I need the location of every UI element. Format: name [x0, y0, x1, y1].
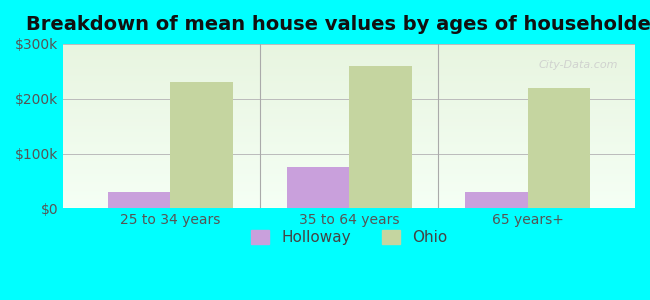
- Bar: [349, 66, 411, 208]
- Bar: [287, 167, 349, 208]
- Text: City-Data.com: City-Data.com: [538, 60, 618, 70]
- Title: Breakdown of mean house values by ages of householders: Breakdown of mean house values by ages o…: [26, 15, 650, 34]
- Bar: [465, 192, 528, 208]
- Bar: [108, 192, 170, 208]
- Bar: [170, 82, 233, 208]
- Legend: Holloway, Ohio: Holloway, Ohio: [246, 226, 452, 250]
- Bar: [528, 88, 590, 208]
